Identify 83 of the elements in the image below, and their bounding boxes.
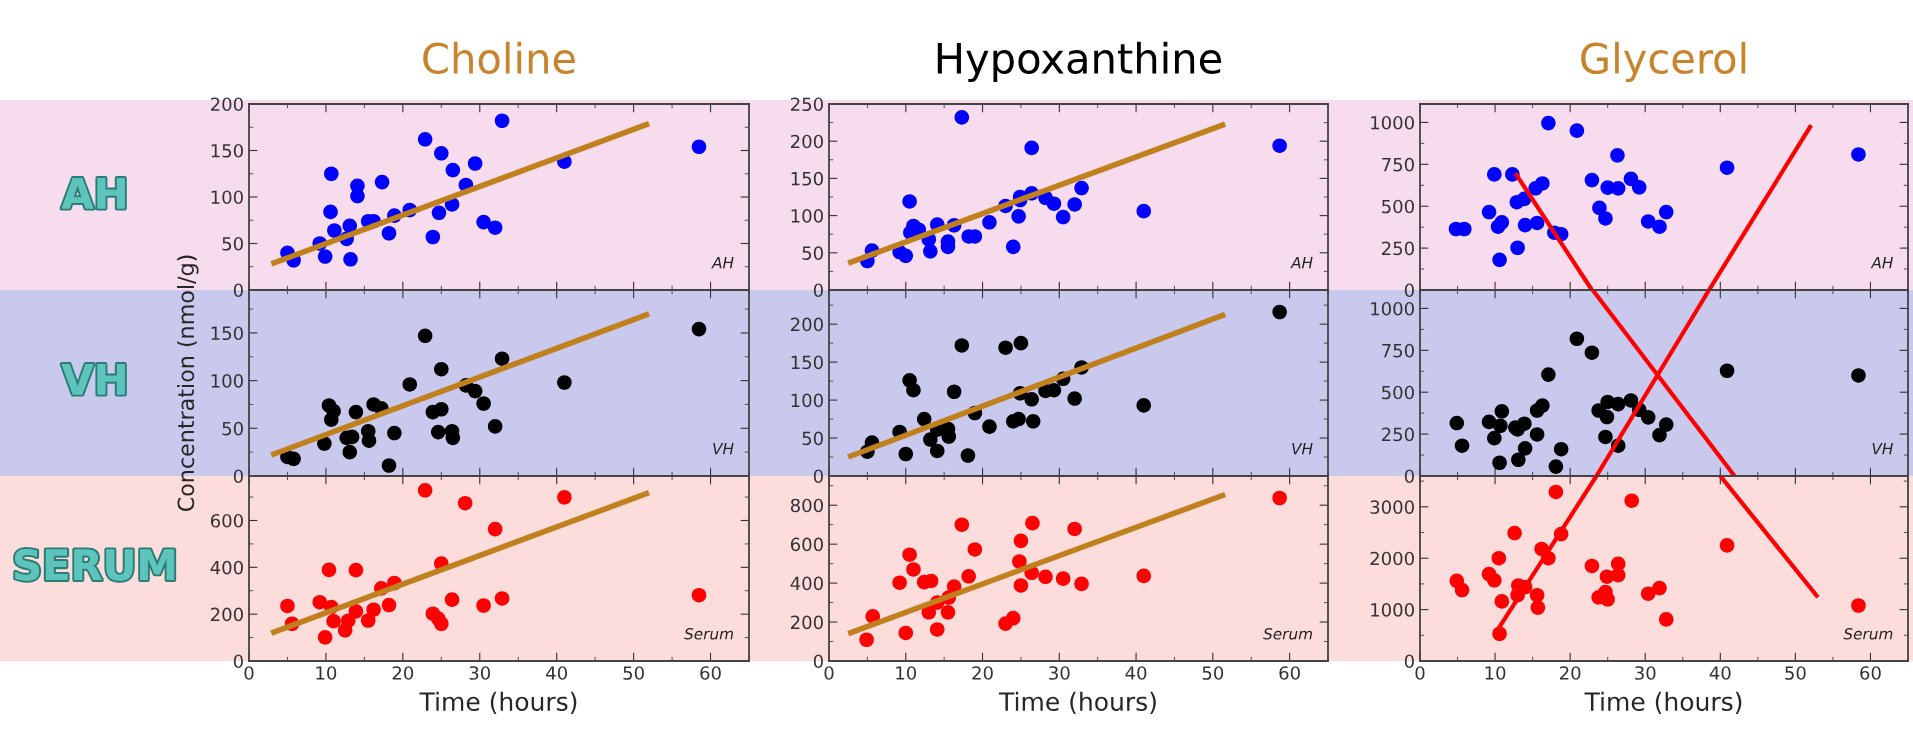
x-tick-label: 0	[824, 666, 834, 680]
y-tick-label: 200	[211, 607, 243, 622]
x-axis-title: Time (hours)	[419, 691, 577, 714]
y-tick-label: 500	[1382, 199, 1414, 214]
x-tick-label: 50	[1785, 666, 1806, 680]
x-tick-label: 10	[896, 666, 917, 680]
x-tick-label: 10	[316, 666, 337, 680]
y-tick-label: 50	[222, 236, 243, 251]
y-tick-label: 100	[791, 393, 823, 408]
y-tick-label: 0	[233, 283, 243, 298]
x-tick-label: 40	[546, 666, 567, 680]
x-tick-label: 20	[392, 666, 414, 680]
y-tick-label: 250	[1382, 427, 1414, 442]
x-tick-label: 30	[1635, 666, 1656, 680]
y-tick-label: 600	[210, 513, 243, 528]
y-tick-label: 0	[1404, 469, 1414, 484]
x-tick-label: 60	[1279, 666, 1300, 680]
y-tick-label: 800	[790, 498, 823, 513]
y-tick-label: 0	[813, 283, 823, 298]
y-tick-label: 200	[791, 615, 823, 630]
x-tick-label: 20	[1559, 666, 1581, 680]
annotation: AH	[711, 257, 734, 269]
y-tick-label: 3000	[1370, 500, 1414, 514]
y-tick-label: 0	[813, 469, 823, 484]
y-tick-label: 50	[802, 431, 823, 446]
y-tick-label: 100	[211, 190, 243, 205]
y-tick-label: 500	[1382, 385, 1414, 400]
text: AH	[61, 178, 125, 209]
x-tick-label: 20	[972, 666, 993, 680]
annotation: AH	[1870, 257, 1893, 269]
y-tick-label: 100	[211, 374, 243, 388]
y-tick-label: 150	[211, 326, 243, 341]
y-tick-label: 150	[791, 355, 823, 370]
annotation: AH	[1290, 257, 1313, 269]
y-tick-label: 1000	[1371, 301, 1414, 316]
y-tick-label: 50	[802, 246, 823, 260]
x-tick-label: 0	[244, 666, 254, 680]
y-tick-label: 0	[1404, 654, 1414, 669]
y-tick-label: 750	[1382, 343, 1414, 358]
x-tick-label: 40	[1709, 666, 1731, 680]
x-axis-title: Time (hours)	[1584, 691, 1742, 714]
y-tick-label: 0	[233, 654, 243, 669]
x-tick-label: 60	[1860, 666, 1881, 680]
y-tick-label: 250	[1382, 241, 1414, 256]
y-tick-label: 200	[791, 134, 823, 149]
annotation: Serum	[1843, 627, 1893, 640]
y-tick-label: 400	[790, 576, 823, 591]
y-tick-label: 1000	[1371, 115, 1414, 130]
y-tick-label: 1000	[1371, 603, 1414, 617]
annotation: Serum	[684, 627, 733, 640]
y-tick-label: 200	[791, 317, 823, 332]
x-tick-label: 50	[623, 666, 644, 680]
y-tick-label: 600	[790, 537, 823, 552]
x-tick-label: 10	[1485, 666, 1506, 680]
y-tick-label: 50	[222, 421, 243, 436]
x-tick-label: 30	[1049, 666, 1070, 680]
y-tick-label: 250	[791, 97, 823, 112]
x-tick-label: 60	[700, 666, 721, 680]
annotation: VH	[1292, 443, 1313, 455]
chart-title: Choline	[423, 41, 575, 75]
text: VH	[61, 364, 125, 395]
x-tick-label: 30	[469, 666, 491, 680]
y-axis-title: Concentration (nmol/g)	[177, 255, 199, 512]
annotation: VH	[713, 443, 734, 455]
x-tick-label: 0	[1415, 666, 1425, 680]
y-tick-label: 0	[1404, 283, 1414, 298]
x-tick-label: 40	[1125, 666, 1147, 680]
y-tick-label: 200	[211, 97, 243, 112]
chart-title: Glycerol	[1581, 41, 1746, 83]
x-tick-label: 50	[1202, 666, 1224, 680]
x-axis-title: Time (hours)	[998, 691, 1156, 714]
y-tick-label: 750	[1382, 157, 1414, 172]
y-tick-label: 0	[813, 654, 823, 669]
y-tick-label: 400	[210, 560, 243, 575]
annotation: VH	[1872, 443, 1893, 455]
y-tick-label: 150	[211, 143, 243, 158]
y-tick-label: 2000	[1370, 551, 1414, 566]
chart-title: Hypoxanthine	[937, 41, 1222, 83]
y-tick-label: 150	[791, 171, 823, 186]
y-tick-label: 100	[791, 209, 823, 223]
annotation: Serum	[1263, 627, 1312, 640]
y-tick-label: 0	[233, 469, 243, 484]
text: SERUM	[15, 549, 175, 581]
